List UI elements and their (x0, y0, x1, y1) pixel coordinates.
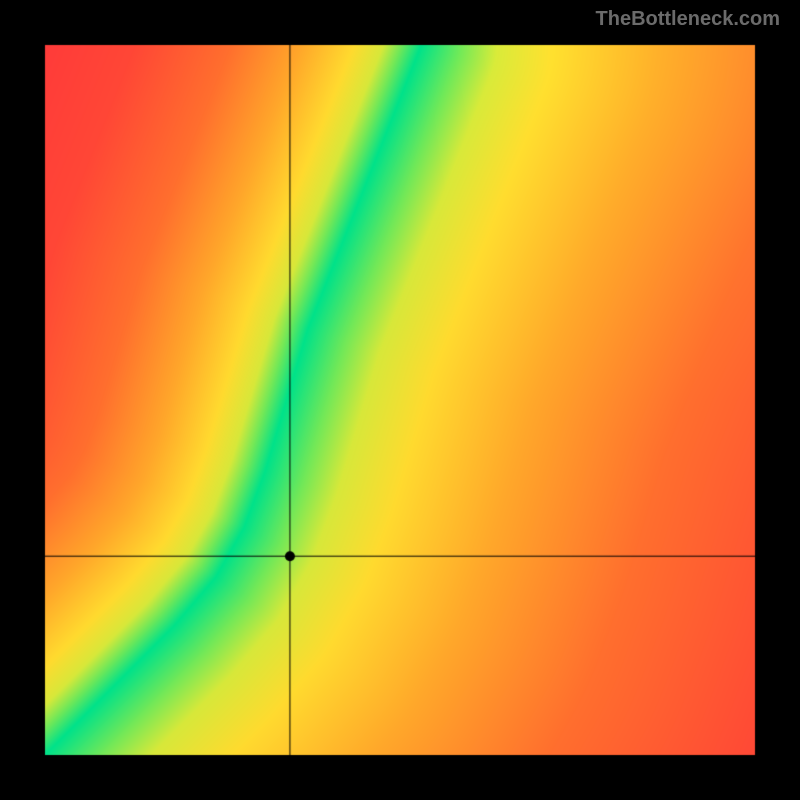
heatmap-chart: TheBottleneck.com (0, 0, 800, 800)
watermark-text: TheBottleneck.com (596, 8, 780, 31)
heatmap-canvas (0, 0, 800, 800)
